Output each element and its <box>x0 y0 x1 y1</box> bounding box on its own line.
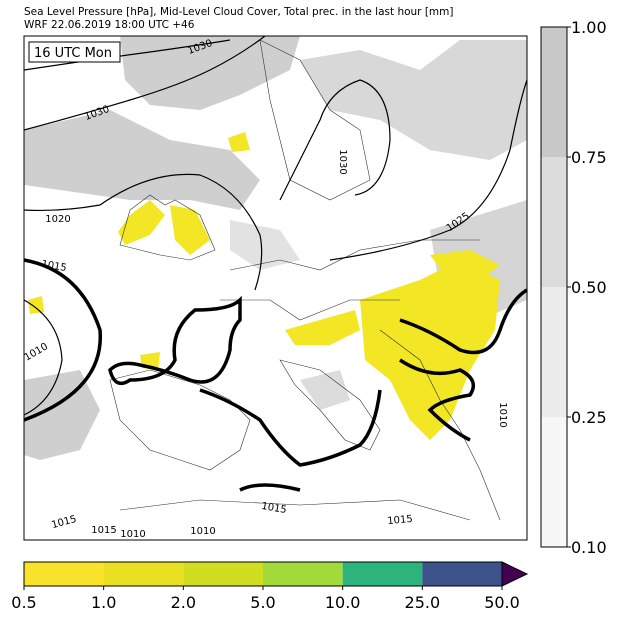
colorbar-segment <box>183 562 263 586</box>
colorbar-segment <box>541 27 567 157</box>
coastlines <box>109 39 501 521</box>
colorbar-tick-label: 1.00 <box>571 18 607 37</box>
colorbar-extend <box>501 561 529 587</box>
contour-label: 1015 <box>260 501 287 516</box>
contour-label: 1010 <box>190 526 215 537</box>
colorbar-segment <box>103 562 184 586</box>
colorbar-tick-label: 1.0 <box>91 593 116 612</box>
colorbar-segment <box>342 562 423 586</box>
colorbar-segment <box>541 417 567 547</box>
title-line-2: WRF 22.06.2019 18:00 UTC +46 <box>24 19 195 31</box>
colorbar-segment <box>422 562 502 586</box>
title-line-1: Sea Level Pressure [hPa], Mid-Level Clou… <box>24 6 454 18</box>
isobars <box>23 35 528 416</box>
contour-label: 1030 <box>337 149 348 174</box>
contour-label: 1015 <box>387 514 413 527</box>
cloud-colorbar: 1.00 0.75 0.50 0.25 0.10 <box>540 18 607 557</box>
colorbar-tick-label: 0.5 <box>11 593 36 612</box>
precipitation <box>28 132 500 440</box>
colorbar-tick-label: 50.0 <box>484 593 520 612</box>
colorbar-tick-label: 10.0 <box>325 593 361 612</box>
colorbar-segment <box>541 287 567 417</box>
contour-label: 1015 <box>91 525 116 536</box>
colorbar-tick-label: 0.25 <box>571 408 607 427</box>
colorbar-segment <box>541 157 567 287</box>
precip-colorbar: 0.5 1.0 2.0 5.0 10.0 25.0 50.0 <box>11 561 529 612</box>
colorbar-tick-label: 25.0 <box>405 593 441 612</box>
colorbar-segment <box>24 562 104 586</box>
time-label: 16 UTC Mon <box>34 46 112 61</box>
colorbar-tick-label: 0.75 <box>571 148 607 167</box>
colorbar-tick-label: 0.10 <box>571 538 607 557</box>
colorbar-tick-label: 5.0 <box>250 593 275 612</box>
time-label-box <box>28 41 121 63</box>
contour-label: 1010 <box>497 402 508 427</box>
colorbar-tick-label: 2.0 <box>171 593 196 612</box>
contour-label: 1015 <box>40 259 67 274</box>
map-frame <box>23 35 528 541</box>
contour-label: 1020 <box>45 214 70 225</box>
colorbar-tick-label: 0.50 <box>571 278 607 297</box>
isobar-1015 <box>23 258 528 492</box>
colorbar-segment <box>263 562 343 586</box>
contour-label: 1010 <box>120 529 145 540</box>
